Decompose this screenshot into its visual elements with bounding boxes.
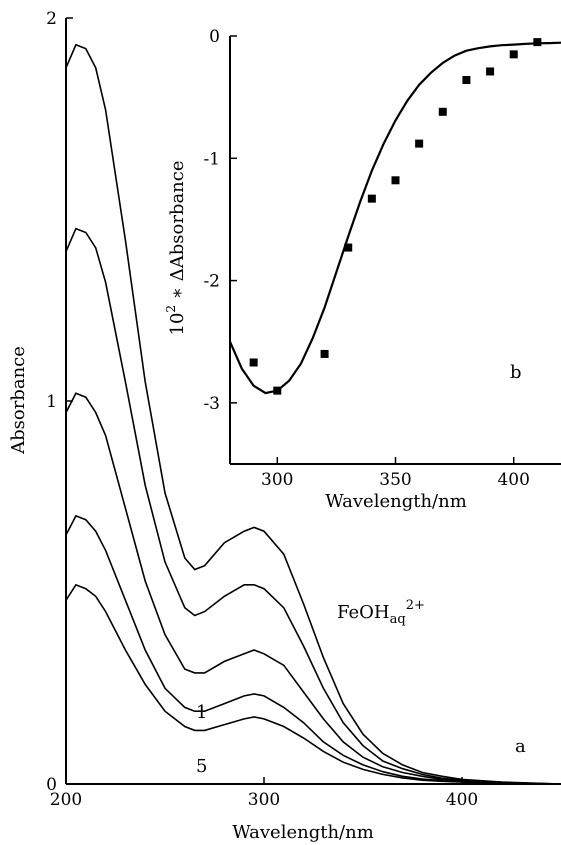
data-point [367,194,376,203]
data-point [462,76,471,85]
fit-curve [228,41,561,395]
main-x-axis-label: Wavelength/nm [232,822,374,843]
species-label-main: FeOH [337,602,390,623]
inset-tick-group: 300 350 400 0 -1 -2 -3 [203,27,530,490]
inset-y-tick-label: -2 [203,272,220,292]
main-x-tick-label: 400 [446,790,478,810]
inset-background [230,36,561,464]
panel-label-b: b [510,362,522,383]
data-point [273,386,282,395]
curve-label-1: 1 [196,702,207,723]
inset-difference-plot: 300 350 400 0 -1 -2 -3 Wavelength/nm 102 ∗ ΔAb… [164,27,561,512]
main-y-tick-label: 2 [46,9,57,29]
inset-x-axis-label: Wavelength/nm [325,491,467,512]
main-y-tick-label: 1 [46,392,57,412]
data-point [391,176,400,185]
data-point [415,139,424,148]
main-x-tick-label: 200 [50,790,82,810]
data-point [344,243,353,252]
species-label-sub: aq [390,612,406,627]
absorbance-curve-2 [65,227,561,785]
data-point [438,107,447,116]
inset-y-label-prefix: 10 [167,313,188,336]
main-y-tick-label: 0 [46,775,57,795]
data-point [486,67,495,76]
absorbance-curve-1 [65,43,561,785]
inset-y-tick-label: -3 [203,394,220,414]
inset-y-label-rest: ∗ ΔAbsorbance [167,160,188,304]
panel-label-a: a [515,736,526,757]
inset-x-tick-label: 400 [497,470,529,490]
data-point [249,358,258,367]
inset-point-group [249,38,542,395]
main-y-axis-label: Absorbance [8,346,29,455]
species-label-sup: 2+ [406,598,425,613]
absorbance-curve-3 [65,392,561,785]
inset-x-tick-label: 350 [379,470,411,490]
data-point [509,50,518,59]
main-x-tick-label: 300 [248,790,280,810]
inset-y-axis-label: 102 ∗ ΔAbsorbance [164,160,188,335]
main-series-group [65,43,561,785]
absorbance-curve-5 [65,583,561,785]
data-point [533,38,542,47]
curve-label-5: 5 [196,756,207,777]
inset-x-tick-label: 300 [261,470,293,490]
absorbance-curve-4 [65,514,561,785]
inset-y-label-sup: 2 [164,305,178,313]
species-label: FeOHaq2+ [337,598,425,627]
inset-y-tick-label: -1 [203,149,220,169]
data-point [320,349,329,358]
inset-fit-group [228,41,561,395]
main-tick-group: 200 300 400 0 1 2 [46,9,478,810]
inset-y-tick-label: 0 [209,27,220,47]
